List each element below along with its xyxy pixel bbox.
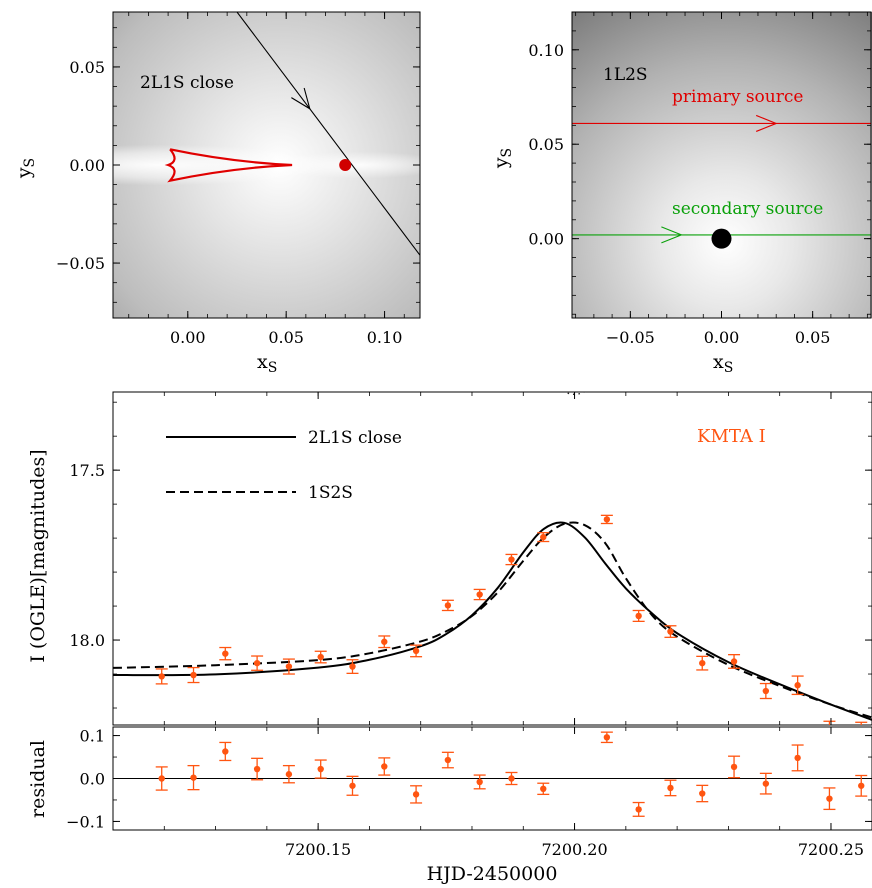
- y-axis-label: residual: [27, 740, 49, 818]
- x-axis-label: xS: [257, 351, 277, 376]
- x-tick-label: 0.00: [704, 328, 740, 347]
- data-point: [253, 659, 261, 667]
- primary-source-label: primary source: [672, 87, 803, 107]
- residual-point: [444, 756, 452, 764]
- residual-point: [253, 765, 261, 773]
- x-axis-label: HJD-2450000: [427, 863, 558, 885]
- x-tick-label: 7200.25: [798, 840, 864, 859]
- data-point: [412, 647, 420, 655]
- x-tick-label: −0.05: [606, 328, 655, 347]
- residual-point: [635, 806, 642, 813]
- highlight-circle: [563, 392, 586, 396]
- residual-point: [158, 775, 165, 782]
- legend-2l1s-close: 2L1S close: [308, 428, 402, 448]
- x-tick-label: 0.05: [268, 328, 304, 347]
- residual-point: [762, 780, 770, 787]
- residual-point: [667, 784, 674, 792]
- y-tick-label: −0.05: [56, 254, 105, 273]
- model-curve-1s2s: [113, 521, 872, 719]
- model-curve-2l1s-close: [113, 521, 872, 721]
- panel-label-1l2s: 1L2S: [603, 65, 648, 85]
- y-tick-label: 0.05: [69, 58, 105, 77]
- data-point: [508, 556, 515, 563]
- residual-point: [826, 795, 833, 802]
- secondary-source-arrow: [661, 226, 683, 244]
- y-axis-label: yS: [490, 148, 515, 169]
- data-point: [476, 591, 483, 598]
- residual-point: [285, 771, 293, 778]
- caustic-map-2l1s: 0.00 0.05 0.10−0.050.000.05 2L1S close xS …: [13, 11, 421, 376]
- y-tick-label: 18.0: [69, 631, 105, 650]
- lens-position-marker: [711, 228, 732, 249]
- data-point: [794, 682, 801, 689]
- residual-point: [190, 774, 197, 781]
- primary-source-arrow: [755, 114, 778, 132]
- residual-point: [412, 791, 420, 798]
- residual-point: [730, 763, 738, 771]
- y-tick-label: 0.00: [69, 156, 105, 175]
- trajectory-arrow: [291, 87, 311, 110]
- secondary-source-label: secondary source: [672, 199, 823, 219]
- data-point: [699, 659, 706, 667]
- data-point: [285, 663, 293, 670]
- residual-point: [540, 785, 547, 792]
- x-tick-label: 0.05: [795, 328, 831, 347]
- data-point: [667, 628, 674, 635]
- light-curve-panel: 17.5 18.0 2L1S close 1S2S KMTA I I (OGLE)…: [27, 370, 872, 726]
- data-point: [190, 671, 197, 679]
- residual-point: [508, 775, 515, 782]
- x-axis-label: xS: [713, 351, 733, 376]
- residual-point: [349, 782, 356, 789]
- data-point: [444, 602, 452, 609]
- data-point: [222, 650, 229, 657]
- panel-label-2l1s: 2L1S close: [140, 73, 234, 93]
- y-tick-label: 0.05: [528, 135, 564, 154]
- y-tick-label: 0.10: [528, 41, 564, 60]
- source-position-marker: [339, 159, 352, 171]
- residual-point: [222, 748, 229, 755]
- y-axis-label: I (OGLE)[magnitudes]: [27, 449, 49, 662]
- residual-point: [858, 782, 865, 789]
- residual-point: [699, 790, 706, 797]
- x-tick-label: 7200.20: [541, 840, 607, 859]
- source-trajectory: [236, 12, 420, 256]
- residual-point: [381, 763, 388, 770]
- residual-point: [317, 765, 324, 773]
- legend-1s2s: 1S2S: [308, 483, 353, 503]
- data-point: [540, 533, 547, 541]
- magnification-map-background: [572, 12, 872, 318]
- y-tick-label: 17.5: [69, 461, 105, 480]
- data-point: [762, 687, 770, 695]
- data-point: [603, 516, 611, 523]
- highlighted-data-point: [571, 370, 577, 376]
- caustic-curve: [164, 148, 293, 183]
- y-tick-label: 0.00: [528, 230, 564, 249]
- data-point: [158, 673, 165, 680]
- y-tick-label: 0.0: [80, 770, 105, 789]
- x-tick-label: 0.00: [170, 328, 206, 347]
- data-point: [317, 653, 324, 661]
- x-tick-label: 0.10: [367, 328, 403, 347]
- data-point: [381, 638, 388, 645]
- y-tick-label: 0.1: [80, 727, 105, 746]
- y-tick-label: −0.1: [66, 812, 105, 831]
- data-point: [635, 612, 642, 620]
- data-point: [730, 658, 738, 665]
- residual-panel: 7200.15 7200.20 7200.25 0.1 0.0 −0.1 residual…: [27, 726, 872, 885]
- residual-point: [476, 778, 483, 786]
- source-map-1l2s: −0.05 0.00 0.05 0.00 0.05 0.10 1L2S primary s…: [490, 11, 872, 376]
- residual-point: [794, 754, 801, 762]
- residual-point: [603, 734, 611, 741]
- y-axis-label: yS: [13, 158, 38, 179]
- dataset-label-kmta: KMTA I: [697, 426, 766, 447]
- data-point: [349, 663, 356, 670]
- x-tick-label: 7200.15: [285, 840, 351, 859]
